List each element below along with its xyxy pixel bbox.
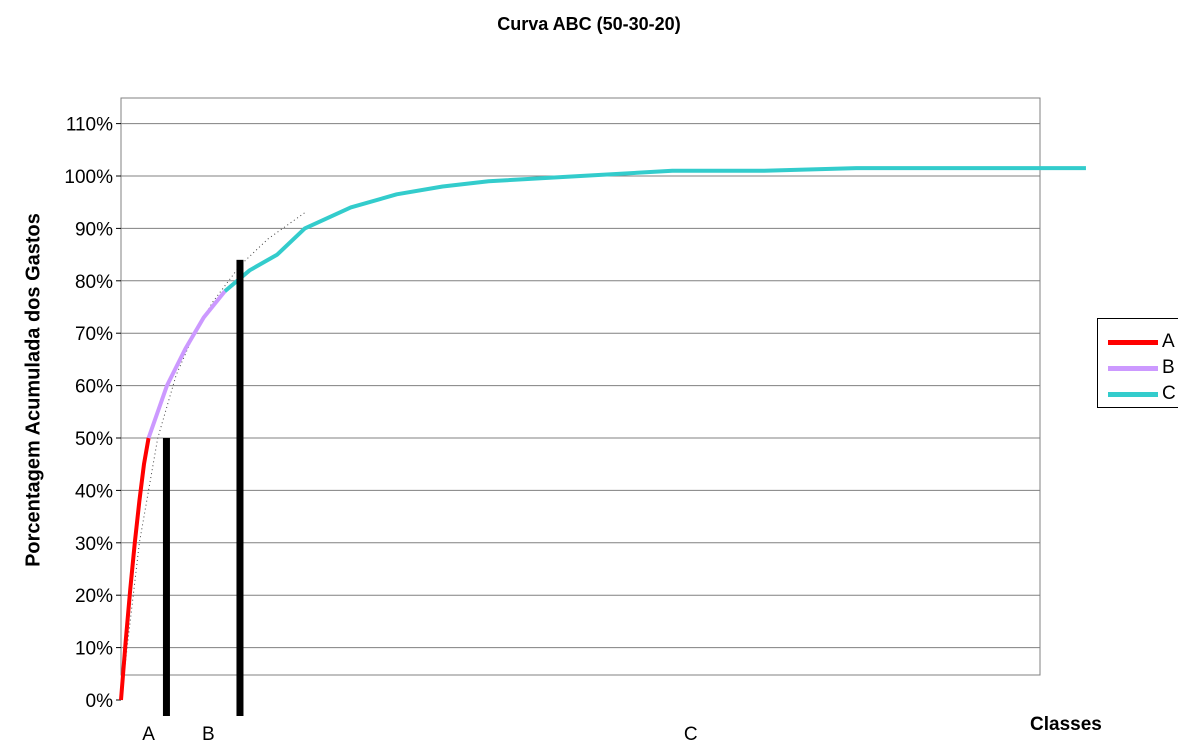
class-divider-2 — [236, 259, 244, 716]
y-tick-label: 110% — [66, 115, 113, 136]
y-tick-label: 20% — [75, 586, 113, 607]
legend-swatch-b — [1108, 366, 1158, 371]
legend-item-c: C — [1108, 381, 1178, 407]
y-tick-label: 90% — [75, 219, 113, 240]
legend-item-b: B — [1108, 355, 1178, 381]
y-tick-label: 60% — [75, 377, 113, 398]
class-divider-1 — [162, 438, 170, 716]
series-line-b — [146, 290, 227, 439]
legend-label-a: A — [1162, 331, 1175, 352]
series-line-c — [223, 166, 1086, 293]
y-tick-label: 100% — [64, 167, 113, 188]
y-tick-label: 10% — [75, 639, 113, 660]
y-axis-label: Porcentagem Acumulada dos Gastos — [22, 213, 45, 567]
y-tick-label: 50% — [75, 429, 113, 450]
y-tick-label: 70% — [75, 324, 113, 345]
plot-border — [120, 97, 1041, 676]
y-tick-label: 80% — [75, 272, 113, 293]
chart-title: Curva ABC (50-30-20) — [497, 14, 681, 34]
series-line-a — [119, 437, 151, 701]
x-axis-label: Classes — [1030, 714, 1102, 735]
legend-label-c: C — [1162, 383, 1176, 404]
y-tick-label: 40% — [75, 481, 113, 502]
legend-item-a: A — [1108, 329, 1178, 355]
chart-legend: A B C — [1097, 318, 1178, 408]
legend-swatch-a — [1108, 340, 1158, 345]
class-label-c: C — [684, 724, 698, 742]
class-label-b: B — [202, 724, 215, 742]
legend-label-b: B — [1162, 357, 1175, 378]
class-label-a: A — [142, 724, 155, 742]
trend-line — [120, 212, 306, 701]
y-tick-label: 30% — [75, 534, 113, 555]
legend-swatch-c — [1108, 392, 1158, 397]
y-tick-label: 0% — [86, 691, 114, 712]
